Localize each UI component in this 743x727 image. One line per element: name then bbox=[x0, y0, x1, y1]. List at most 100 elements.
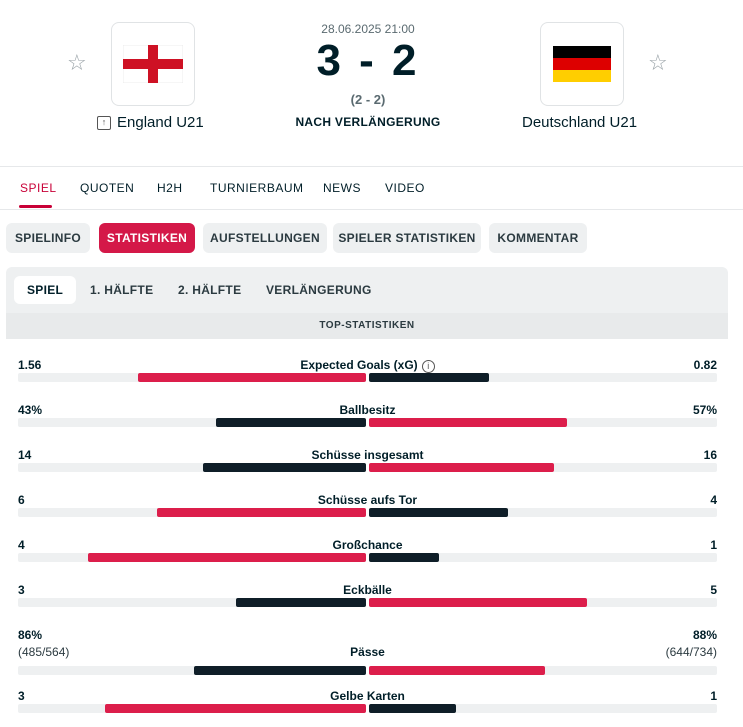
stat-home-value: 14 bbox=[18, 448, 32, 462]
match-header: ☆ ↑ England U21 28.06.2025 21:00 3 - 2 (… bbox=[0, 0, 743, 167]
stat-label-text: Gelbe Karten bbox=[330, 689, 405, 703]
favorite-home-star-icon[interactable]: ☆ bbox=[67, 50, 87, 75]
tab-news[interactable]: NEWS bbox=[323, 181, 361, 195]
stat-home-bar bbox=[105, 704, 366, 713]
stat-home-bar bbox=[216, 418, 366, 427]
stat-label: Schüsse insgesamt bbox=[18, 448, 717, 462]
stat-away-sub: (644/734) bbox=[665, 645, 717, 659]
stat-away-track bbox=[369, 598, 717, 607]
subtab-spieler-statistiken[interactable]: SPIELER STATISTIKEN bbox=[333, 223, 481, 253]
active-tab-indicator bbox=[19, 205, 52, 208]
section-title: TOP-STATISTIKEN bbox=[6, 313, 728, 339]
stat-away-track bbox=[369, 666, 717, 675]
stat-label-text: Schüsse aufs Tor bbox=[317, 493, 418, 507]
stat-away-bar bbox=[369, 553, 439, 562]
stat-away-value: 1 bbox=[710, 538, 717, 552]
stat-label: Gelbe Karten bbox=[18, 689, 717, 703]
stat-label-text: Pässe bbox=[350, 645, 385, 659]
stat-home-value: 86% bbox=[18, 628, 43, 642]
tab-spiel[interactable]: SPIEL bbox=[20, 181, 57, 195]
stat-label: Expected Goals (xG) i bbox=[18, 358, 717, 373]
stat-away-track bbox=[369, 508, 717, 517]
stat-label-text: Eckbälle bbox=[343, 583, 392, 597]
stat-label: Großchance bbox=[18, 538, 717, 552]
stat-away-value: 5 bbox=[710, 583, 717, 597]
germany-flag-icon bbox=[553, 46, 611, 82]
stat-home-sub: (485/564) bbox=[18, 645, 70, 659]
favorite-away-star-icon[interactable]: ☆ bbox=[648, 50, 668, 75]
stat-away-value: 1 bbox=[710, 689, 717, 703]
stat-home-value: 1.56 bbox=[18, 358, 42, 372]
stat-label: Ballbesitz bbox=[18, 403, 717, 417]
subtab-statistiken[interactable]: STATISTIKEN bbox=[99, 223, 195, 253]
subtab-spielinfo[interactable]: SPIELINFO bbox=[6, 223, 90, 253]
halftime-score: (2 - 2) bbox=[350, 92, 386, 107]
tab-quoten[interactable]: QUOTEN bbox=[80, 181, 135, 195]
stat-home-value: 3 bbox=[18, 583, 25, 597]
tab-turnierbaum[interactable]: TURNIERBAUM bbox=[210, 181, 304, 195]
stat-home-track bbox=[18, 598, 366, 607]
subtab-kommentar[interactable]: KOMMENTAR bbox=[489, 223, 587, 253]
stat-home-track bbox=[18, 704, 366, 713]
stat-home-value: 6 bbox=[18, 493, 25, 507]
stat-away-bar bbox=[369, 704, 456, 713]
stat-home-bar bbox=[235, 598, 366, 607]
subtab-aufstellungen[interactable]: AUFSTELLUNGEN bbox=[203, 223, 327, 253]
stat-home-value: 3 bbox=[18, 689, 25, 703]
stat-label-text: Großchance bbox=[332, 538, 403, 552]
stat-away-value: 88% bbox=[692, 628, 717, 642]
stat-home-track bbox=[18, 508, 366, 517]
stat-home-bar bbox=[203, 463, 366, 472]
stat-away-track bbox=[369, 418, 717, 427]
stat-home-value: 43% bbox=[18, 403, 43, 417]
stat-home-bar bbox=[138, 373, 366, 382]
stat-away-value: 57% bbox=[692, 403, 717, 417]
tab-video[interactable]: VIDEO bbox=[385, 181, 425, 195]
stat-home-value: 4 bbox=[18, 538, 25, 552]
stat-home-track bbox=[18, 418, 366, 427]
period-selector: SPIEL 1. HÄLFTE 2. HÄLFTE VERLÄNGERUNG bbox=[6, 267, 728, 313]
stat-away-bar bbox=[369, 666, 546, 675]
stat-away-bar bbox=[369, 418, 568, 427]
home-team-name[interactable]: ↑ England U21 bbox=[97, 114, 204, 131]
period-1-haelfte[interactable]: 1. HÄLFTE bbox=[90, 283, 154, 297]
arrow-up-icon: ↑ bbox=[97, 115, 111, 130]
stat-label-text: Expected Goals (xG) bbox=[300, 358, 418, 372]
match-score: 3 - 2 bbox=[316, 36, 420, 85]
info-icon[interactable]: i bbox=[421, 360, 435, 373]
match-status: NACH VERLÄNGERUNG bbox=[295, 115, 441, 129]
stat-away-bar bbox=[369, 373, 490, 382]
stat-label: Eckbälle bbox=[18, 583, 717, 597]
stat-home-track bbox=[18, 373, 366, 382]
stat-home-bar bbox=[157, 508, 366, 517]
period-spiel[interactable]: SPIEL bbox=[14, 276, 77, 304]
stat-home-bar bbox=[87, 553, 366, 562]
stat-away-value: 0.82 bbox=[693, 358, 717, 372]
stat-label-text: Ballbesitz bbox=[339, 403, 396, 417]
stat-away-bar bbox=[369, 463, 555, 472]
home-team-label: England U21 bbox=[117, 114, 204, 131]
stat-away-track bbox=[369, 704, 717, 713]
stat-home-track bbox=[18, 463, 366, 472]
stat-label: Pässe bbox=[18, 645, 717, 659]
home-team-logo[interactable] bbox=[111, 22, 195, 106]
stat-away-value: 16 bbox=[703, 448, 717, 462]
period-verlaengerung[interactable]: VERLÄNGERUNG bbox=[266, 283, 372, 297]
stat-away-bar bbox=[369, 508, 509, 517]
stat-away-value: 4 bbox=[710, 493, 717, 507]
match-datetime: 28.06.2025 21:00 bbox=[321, 22, 415, 36]
stat-away-track bbox=[369, 463, 717, 472]
away-team-logo[interactable] bbox=[540, 22, 624, 106]
score-block: 28.06.2025 21:00 3 - 2 (2 - 2) NACH VERL… bbox=[268, 22, 468, 129]
stat-label-text: Schüsse insgesamt bbox=[311, 448, 424, 462]
tab-h2h[interactable]: H2H bbox=[157, 181, 183, 195]
away-team-name[interactable]: Deutschland U21 bbox=[522, 114, 638, 131]
stat-away-bar bbox=[369, 598, 587, 607]
stat-home-bar bbox=[194, 666, 366, 675]
main-tabs: SPIEL QUOTEN H2H TURNIERBAUM NEWS VIDEO bbox=[0, 167, 743, 210]
stat-away-track bbox=[369, 373, 717, 382]
period-2-haelfte[interactable]: 2. HÄLFTE bbox=[178, 283, 242, 297]
stat-home-track bbox=[18, 553, 366, 562]
stat-away-track bbox=[369, 553, 717, 562]
england-flag-icon bbox=[123, 45, 183, 83]
